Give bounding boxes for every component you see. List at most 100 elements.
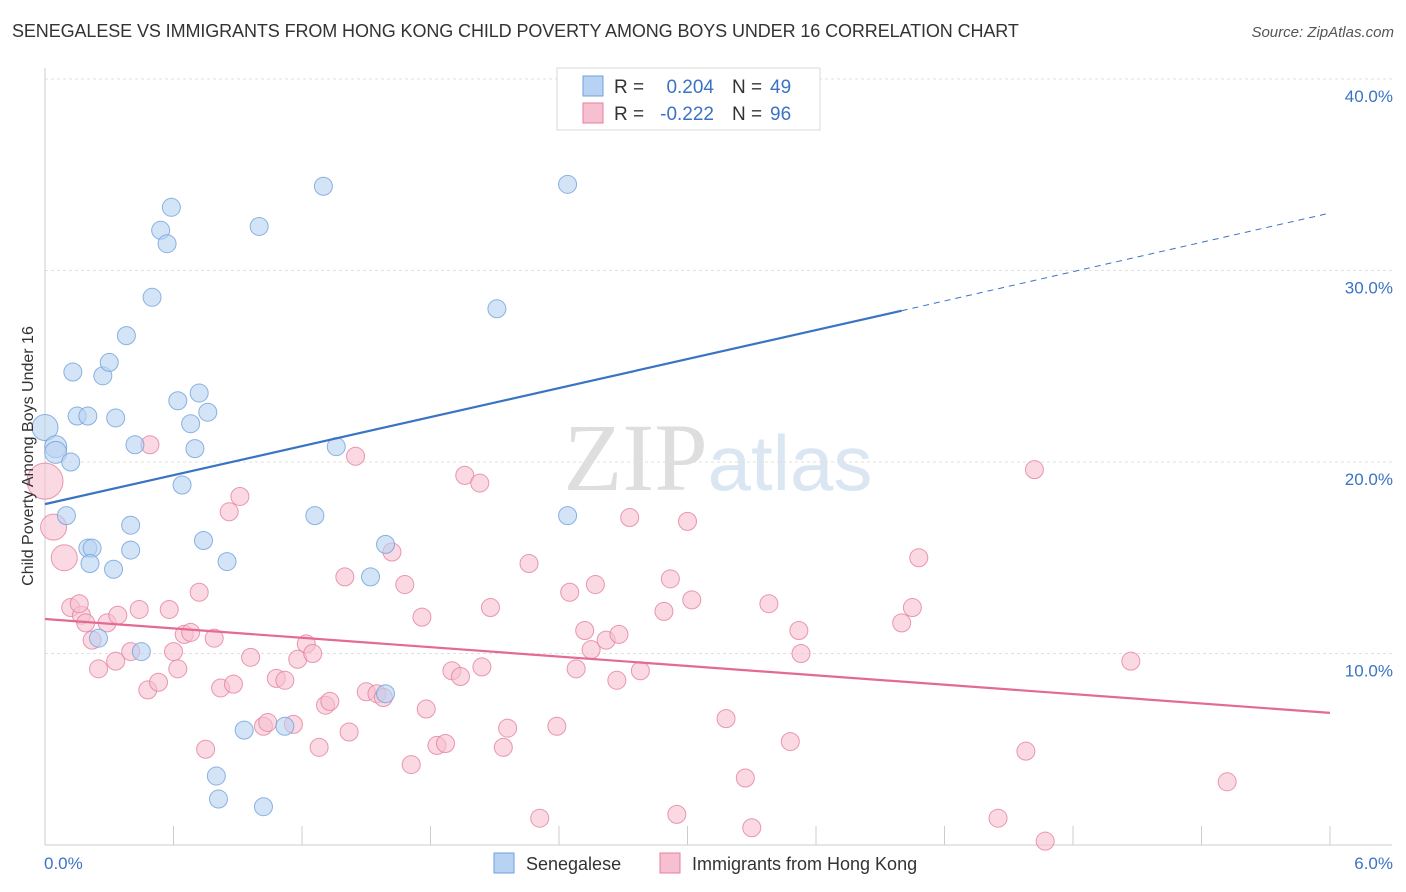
- point-senegalese: [80, 553, 100, 573]
- point-hong-kong: [69, 594, 89, 614]
- point-hong-kong: [892, 613, 912, 633]
- series-legend: Senegalese Immigrants from Hong Kong: [493, 852, 917, 874]
- point-hong-kong: [678, 511, 697, 531]
- point-hong-kong: [320, 691, 340, 711]
- point-hong-kong: [416, 699, 436, 719]
- point-hong-kong: [435, 734, 455, 754]
- point-senegalese: [193, 531, 213, 551]
- legend-swatch-senegalese: [582, 75, 604, 97]
- point-senegalese: [31, 414, 59, 442]
- point-hong-kong: [660, 569, 680, 589]
- trend-line-senegalese: [44, 309, 902, 506]
- legend-r-value-1: -0.222: [660, 104, 714, 125]
- point-hong-kong: [988, 808, 1008, 828]
- point-hong-kong: [547, 716, 567, 736]
- point-hong-kong: [791, 644, 811, 663]
- point-hong-kong: [204, 628, 224, 648]
- point-hong-kong: [241, 647, 261, 667]
- point-hong-kong: [346, 446, 366, 466]
- legend-r-label-1: R =: [614, 104, 644, 125]
- point-hong-kong: [1121, 651, 1141, 671]
- point-hong-kong: [164, 642, 183, 662]
- point-senegalese: [61, 452, 81, 472]
- point-hong-kong: [735, 768, 755, 788]
- point-hong-kong: [480, 598, 500, 618]
- legend-n-value-0: 49: [770, 77, 791, 98]
- point-hong-kong: [682, 590, 702, 610]
- point-hong-kong: [159, 599, 179, 619]
- point-hong-kong: [566, 659, 586, 679]
- point-hong-kong: [189, 582, 209, 602]
- gridlines: [45, 78, 1392, 654]
- chart-title: SENEGALESE VS IMMIGRANTS FROM HONG KONG …: [12, 21, 1019, 41]
- point-senegalese: [198, 402, 218, 422]
- point-hong-kong: [585, 575, 605, 595]
- point-senegalese: [376, 534, 396, 554]
- y-tick-label: 20.0%: [1345, 470, 1393, 489]
- legend-n-label-0: N =: [732, 77, 762, 98]
- point-senegalese: [189, 383, 209, 403]
- point-hong-kong: [401, 755, 421, 775]
- point-senegalese: [361, 567, 381, 587]
- point-hong-kong: [560, 582, 580, 602]
- point-senegalese: [275, 716, 295, 736]
- point-hong-kong: [530, 808, 550, 828]
- point-senegalese: [104, 559, 124, 579]
- point-hong-kong: [742, 818, 762, 838]
- point-hong-kong: [789, 621, 809, 641]
- point-hong-kong: [759, 594, 779, 614]
- point-hong-kong: [609, 624, 629, 644]
- point-hong-kong: [219, 502, 239, 522]
- point-senegalese: [78, 406, 98, 426]
- point-hong-kong: [575, 621, 595, 641]
- point-senegalese: [99, 352, 119, 372]
- point-hong-kong: [902, 598, 922, 618]
- point-senegalese: [558, 506, 578, 526]
- point-hong-kong: [654, 601, 674, 621]
- point-hong-kong: [339, 722, 359, 742]
- point-hong-kong: [258, 712, 278, 732]
- point-senegalese: [558, 174, 578, 194]
- point-hong-kong: [1024, 460, 1044, 480]
- point-senegalese: [121, 540, 141, 560]
- point-senegalese: [89, 628, 109, 648]
- x-tick-label-max: 6.0%: [1354, 854, 1393, 873]
- legend-n-value-1: 96: [770, 104, 791, 125]
- point-senegalese: [185, 439, 205, 459]
- point-senegalese: [217, 552, 237, 572]
- point-hong-kong: [89, 659, 109, 679]
- point-senegalese: [121, 515, 141, 535]
- point-hong-kong: [498, 718, 518, 738]
- point-senegalese: [106, 408, 126, 428]
- point-hong-kong: [455, 465, 475, 485]
- y-tick-label: 30.0%: [1345, 279, 1393, 298]
- point-senegalese: [249, 216, 269, 236]
- point-senegalese: [168, 391, 188, 411]
- point-senegalese: [44, 440, 68, 464]
- point-hong-kong: [309, 737, 329, 757]
- point-hong-kong: [196, 739, 216, 759]
- legend-r-label-0: R =: [614, 77, 644, 98]
- series-senegalese-points: [31, 69, 757, 817]
- point-senegalese: [376, 684, 396, 704]
- stats-legend: R = 0.204 N = 49 R = -0.222 N = 96: [556, 67, 821, 131]
- point-hong-kong: [108, 605, 128, 625]
- point-hong-kong: [106, 651, 126, 671]
- trend-lines: [44, 212, 1331, 714]
- series-legend-swatch-senegalese: [493, 852, 515, 874]
- point-hong-kong: [149, 672, 169, 692]
- trend-line-senegalese-extension: [901, 212, 1331, 312]
- point-hong-kong: [129, 599, 149, 619]
- point-hong-kong: [716, 709, 736, 729]
- point-senegalese: [305, 506, 325, 526]
- point-senegalese: [157, 234, 177, 254]
- point-senegalese: [181, 414, 201, 434]
- point-senegalese: [116, 326, 136, 346]
- point-hong-kong: [1035, 831, 1055, 851]
- point-senegalese: [142, 287, 162, 307]
- y-axis-label: Child Poverty Among Boys Under 16: [20, 326, 37, 586]
- point-hong-kong: [335, 567, 355, 587]
- source-label: Source: ZipAtlas.com: [1251, 24, 1394, 41]
- y-tick-labels: 10.0% 20.0% 30.0% 40.0%: [1345, 87, 1393, 681]
